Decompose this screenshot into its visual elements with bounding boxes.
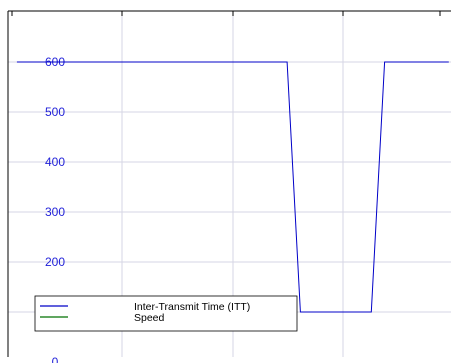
legend-box: [34, 295, 298, 332]
legend-label-0: Inter-Transmit Time (ITT): [134, 301, 250, 313]
y-tick-label-300: 300: [45, 205, 65, 219]
y-tick-label-400: 400: [45, 155, 65, 169]
legend: Inter-Transmit Time (ITT)Speed: [34, 295, 298, 332]
series-line-0: [16, 61, 449, 313]
y-tick-label-0: 0: [52, 355, 59, 363]
series-lines: [16, 61, 449, 313]
y-tick-label-200: 200: [45, 255, 65, 269]
legend-label-1: Speed: [134, 312, 165, 324]
y-tick-label-500: 500: [45, 105, 65, 119]
